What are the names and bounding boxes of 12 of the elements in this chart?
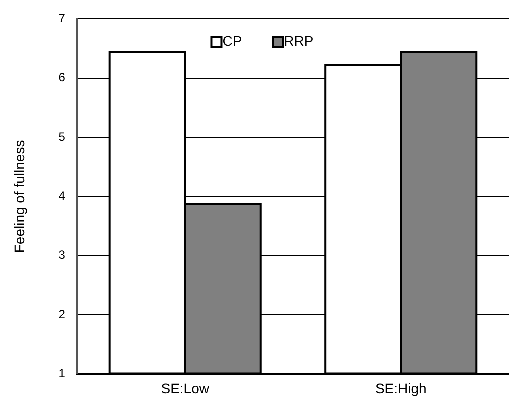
y-tick-label: 4: [58, 189, 66, 204]
y-tick-label: 2: [58, 307, 66, 322]
legend-label: CP: [222, 33, 242, 50]
y-tick-label: 1: [58, 366, 66, 381]
y-axis-title: Feeling of fullness: [11, 140, 28, 254]
y-tick-label: 3: [58, 248, 66, 262]
y-tick-label: 7: [58, 12, 66, 26]
y-tick-label: 5: [58, 130, 66, 144]
legend-label: RRP: [284, 33, 314, 50]
x-tick-label: SE:Low: [161, 380, 210, 396]
y-tick-label: 6: [58, 70, 66, 85]
x-tick-label: SE:High: [375, 380, 427, 396]
